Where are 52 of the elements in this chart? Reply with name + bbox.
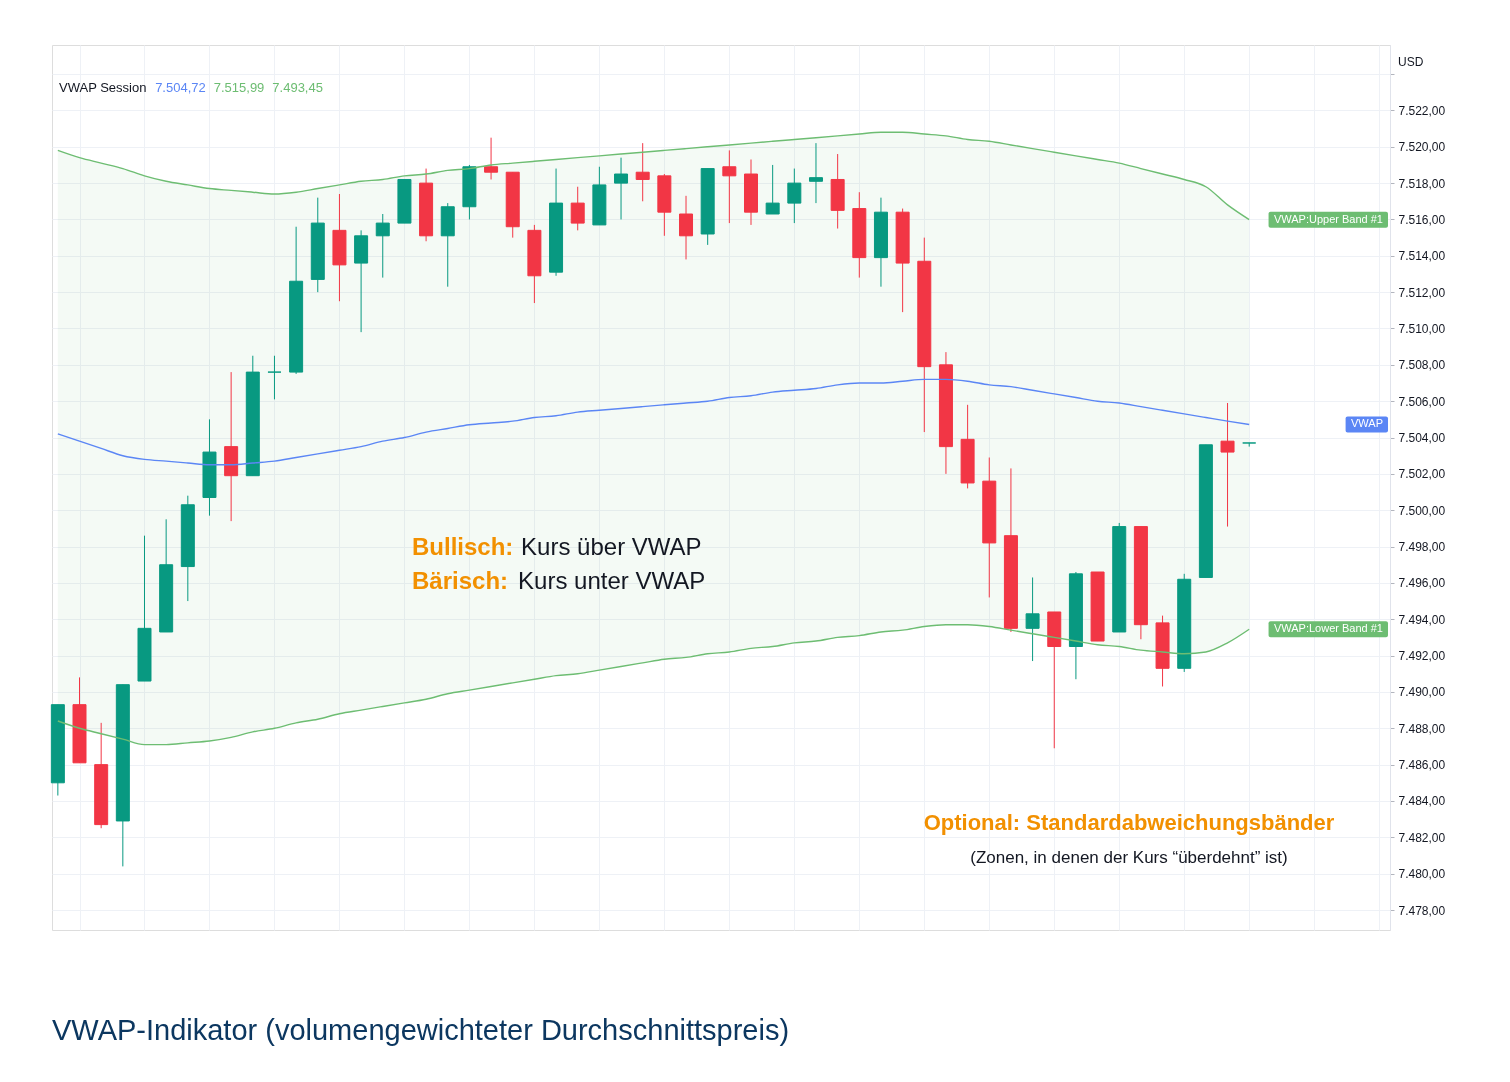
text: VWAP:Upper Band #1 <box>1273 212 1383 225</box>
y-tick-label: 7.520,00 <box>1398 140 1446 155</box>
y-tick-label: 7.484,00 <box>1398 794 1446 809</box>
y-tick-label: 7.506,00 <box>1398 394 1446 409</box>
annotation: 7.504,72 <box>155 80 206 95</box>
text: VWAP <box>1351 417 1383 430</box>
annotation: Bullisch: Kurs über VWAP <box>412 533 702 560</box>
candlestick <box>1220 402 1235 528</box>
y-tick-label: 7.502,00 <box>1398 467 1446 482</box>
y-tick-label: 7.496,00 <box>1398 576 1446 591</box>
y-tick-label: 7.512,00 <box>1398 285 1446 300</box>
y-tick-label: 7.510,00 <box>1398 321 1446 336</box>
candlestick <box>787 168 802 224</box>
text: VWAP:Lower Band #1 <box>1273 622 1383 635</box>
y-tick-label: 7.492,00 <box>1398 649 1446 664</box>
annotation: Optional: Standardabweichungsbänder <box>923 810 1335 835</box>
annotation: 7.515,99 <box>213 80 265 95</box>
candlestick <box>570 186 585 231</box>
text: VWAP-Indikator (volumengewichteter Durchschnittspreis) <box>52 1014 790 1046</box>
y-tick-label: 7.482,00 <box>1398 830 1446 845</box>
candlestick <box>808 142 823 204</box>
line-series <box>57 378 1250 466</box>
y-tick-label: 7.498,00 <box>1398 540 1446 555</box>
line-series <box>57 131 1250 221</box>
y-tick-label: 7.480,00 <box>1398 867 1446 882</box>
candlestick <box>635 142 650 202</box>
y-tick-label: 7.494,00 <box>1398 612 1446 627</box>
y-tick-label: 7.488,00 <box>1398 721 1446 736</box>
annotation: (Zonen, in denen der Kurs “überdehnt” ist) <box>970 848 1288 867</box>
candlestick <box>375 213 390 279</box>
candlestick <box>484 137 499 180</box>
y-tick-label: 7.522,00 <box>1398 103 1446 118</box>
annotation: VWAP Session <box>59 80 147 95</box>
y-tick-label: 7.504,00 <box>1398 431 1446 446</box>
text: USD <box>1398 55 1424 69</box>
line-series <box>57 624 1250 746</box>
y-tick-label: 7.486,00 <box>1398 758 1446 773</box>
candlestick <box>679 195 694 260</box>
y-tick-label: 7.478,00 <box>1398 903 1446 918</box>
annotation: Bärisch: Kurs unter VWAP <box>412 567 706 594</box>
candlestick <box>765 164 780 215</box>
candlestick <box>267 355 282 400</box>
y-tick-label: 7.500,00 <box>1398 503 1446 518</box>
annotation: 7.493,45 <box>272 80 323 95</box>
y-tick-label: 7.514,00 <box>1398 249 1446 264</box>
y-tick-label: 7.490,00 <box>1398 685 1446 700</box>
candlestick <box>1025 576 1040 662</box>
y-tick-label: 7.518,00 <box>1398 176 1446 191</box>
y-tick-label: 7.508,00 <box>1398 358 1446 373</box>
candlestick <box>722 149 737 224</box>
y-tick-label: 7.516,00 <box>1398 212 1446 227</box>
candlestick <box>614 157 629 220</box>
